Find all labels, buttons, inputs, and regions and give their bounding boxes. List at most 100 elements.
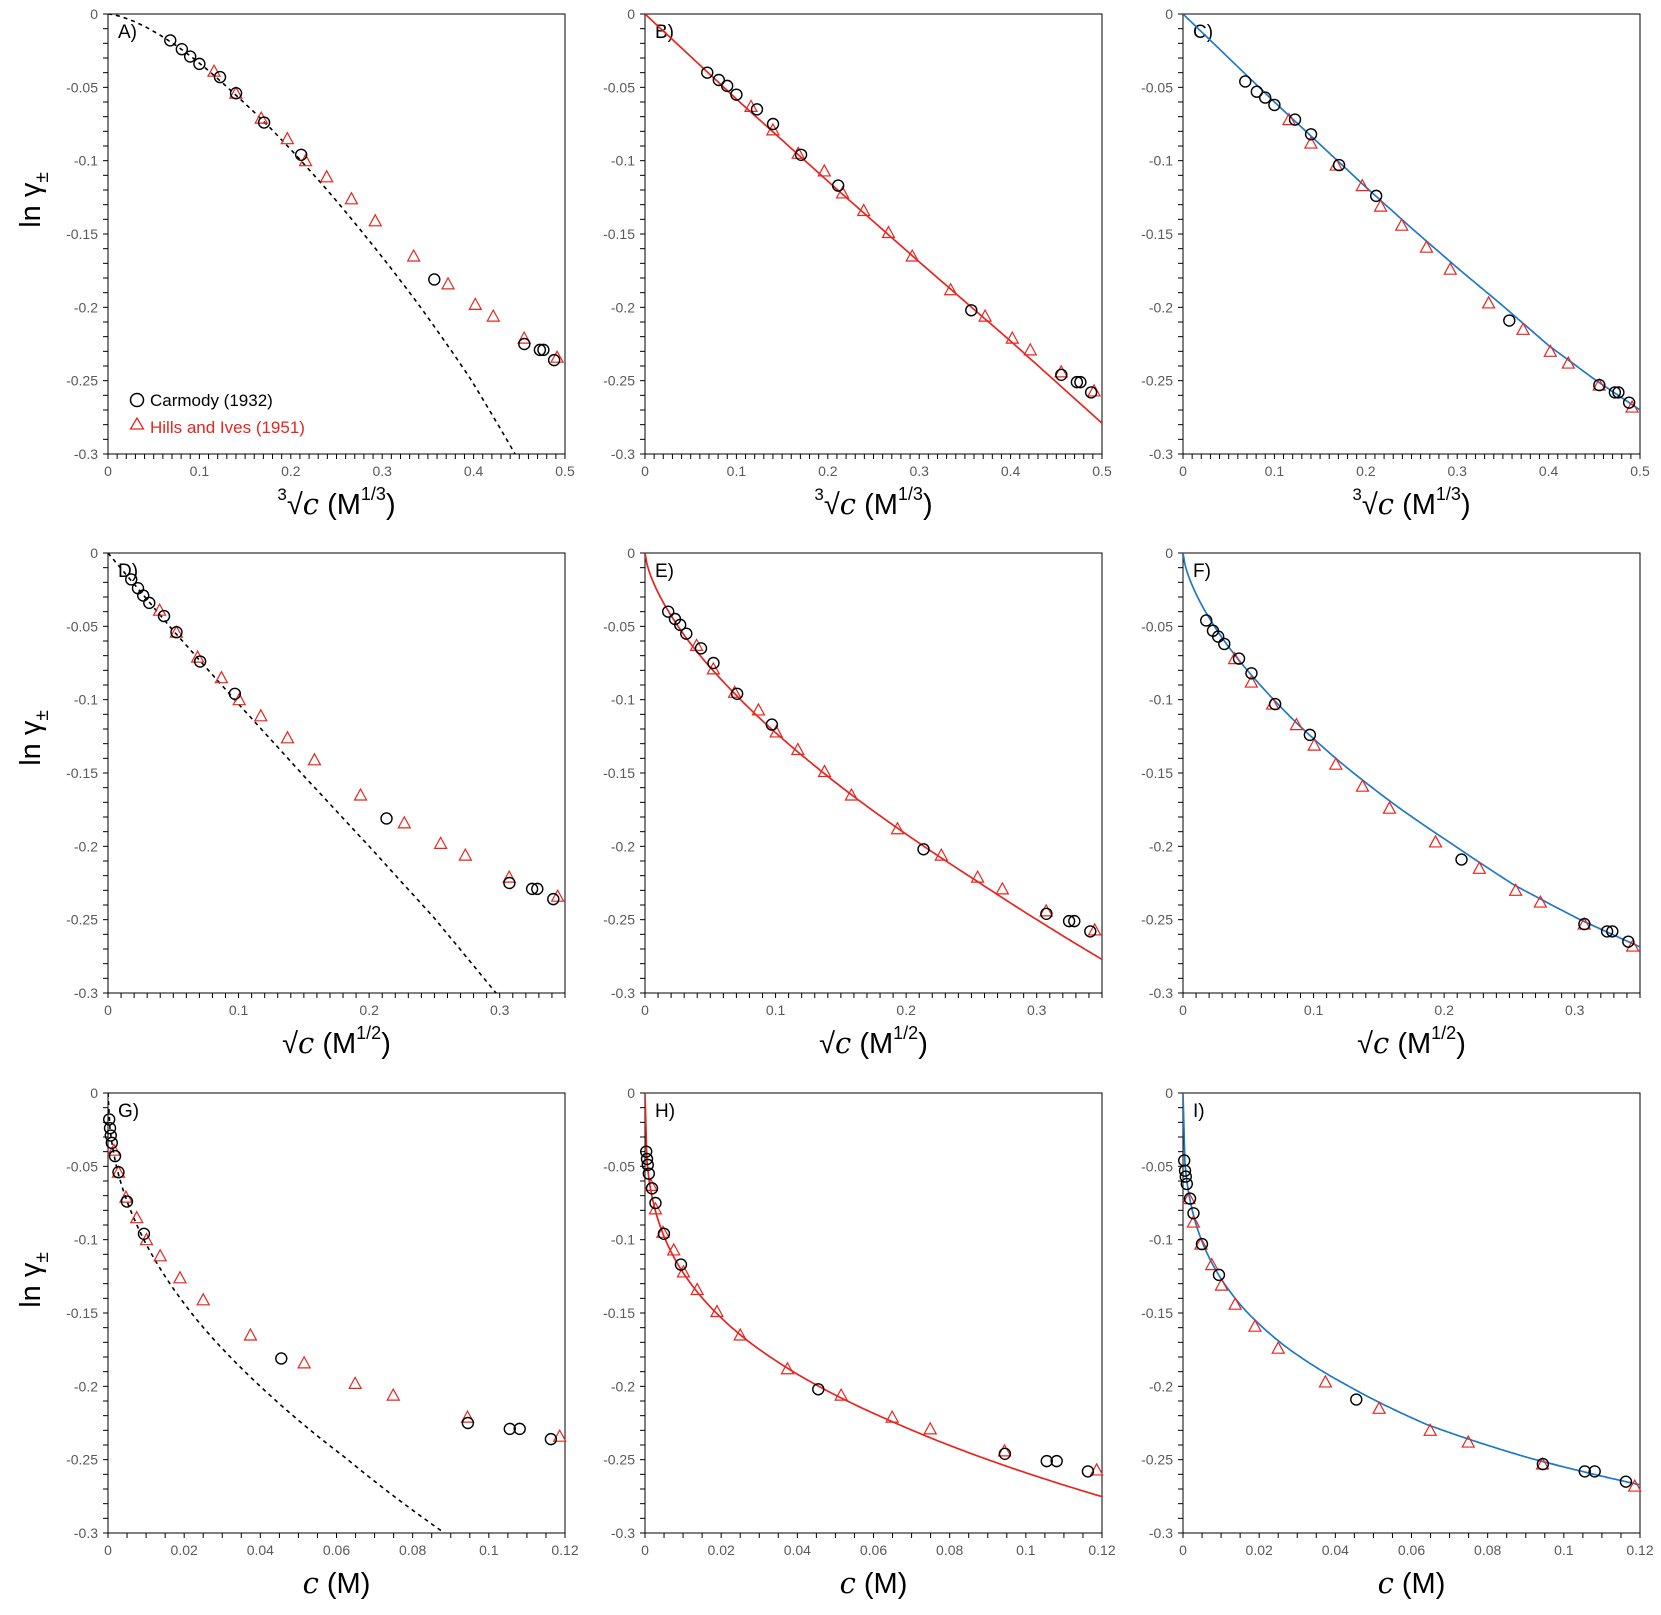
carmody-point [428, 273, 441, 286]
x-tick-label: 0.3 [1447, 463, 1467, 479]
x-axis-label: 3√c (M1/3) [1352, 484, 1470, 521]
y-tick-label: -0.25 [603, 1452, 635, 1468]
carmody-point [1593, 378, 1606, 392]
hills-ives-point [550, 349, 565, 363]
x-tick-label: 0.02 [1246, 1542, 1273, 1558]
x-label-unit: (M [1389, 1028, 1431, 1060]
carmody-point [175, 43, 189, 56]
hills-ives-point [153, 1248, 168, 1262]
x-tick-label: 0.12 [1088, 1542, 1115, 1558]
carmody-point [1536, 1457, 1550, 1471]
x-label-radical: √ [1357, 1028, 1373, 1060]
hills-ives-point [348, 1376, 363, 1389]
x-label-unit-close: ) [923, 489, 933, 521]
y-tick-label: -0.05 [1141, 618, 1173, 634]
y-tick-label: -0.25 [1141, 1452, 1173, 1468]
carmody-point [104, 1129, 117, 1142]
x-tick-label: 0 [641, 1542, 649, 1558]
y-tick-label: -0.3 [74, 985, 98, 1001]
x-tick-label: 0.3 [1027, 1002, 1047, 1018]
y-tick-label: -0.05 [603, 79, 635, 95]
hills-ives-point [344, 191, 359, 205]
y-tick-label: -0.15 [603, 1305, 635, 1321]
x-label-variable: c [1373, 1026, 1389, 1060]
carmody-point [1332, 158, 1346, 172]
carmody-point [1200, 614, 1213, 627]
y-tick-label: 0 [90, 1085, 98, 1101]
x-label-unit: (M [319, 489, 361, 521]
carmody-point [461, 1416, 475, 1430]
x-axis-label: c (M) [303, 1566, 371, 1600]
y-tick-label: -0.05 [1141, 1158, 1173, 1174]
fit-curve [645, 14, 1102, 424]
y-tick-label: -0.15 [603, 226, 635, 242]
x-tick-label: 0.12 [551, 1542, 578, 1558]
carmody-point [812, 1383, 825, 1396]
x-tick-label: 0.4 [1001, 463, 1021, 479]
y-tick-label: -0.2 [611, 1378, 635, 1394]
y-tick-label: -0.3 [611, 1525, 635, 1541]
fit-curve [1183, 553, 1640, 948]
hills-ives-point [297, 1355, 312, 1369]
x-tick-label: 0.2 [1434, 1002, 1454, 1018]
hills-ives-point [1271, 1340, 1286, 1354]
x-label-unit-exponent: 1/2 [893, 1023, 918, 1043]
hills-ives-point [733, 1327, 748, 1341]
hills-ives-point [970, 869, 985, 883]
carmody-point [1369, 189, 1383, 203]
y-tick-label: 0 [1165, 545, 1173, 561]
x-tick-label: 0.2 [359, 1002, 379, 1018]
carmody-point [674, 1258, 688, 1271]
y-tick-label: 0 [1165, 6, 1173, 22]
carmody-point [157, 609, 171, 623]
carmody-point [547, 892, 560, 906]
carmody-point [1250, 85, 1264, 98]
hills-ives-point [1443, 261, 1458, 275]
carmody-point [228, 687, 242, 700]
carmody-point [229, 86, 243, 100]
x-tick-label: 0.08 [1474, 1542, 1501, 1558]
x-tick-label: 0 [104, 463, 112, 479]
carmody-point [730, 88, 743, 101]
carmody-point [1212, 630, 1225, 643]
x-label-unit: (M [856, 1568, 898, 1600]
carmody-point [547, 353, 561, 367]
x-axis-label: √c (M1/2) [819, 1023, 928, 1060]
hills-ives-point [1355, 178, 1370, 192]
x-tick-label: 0 [1179, 463, 1187, 479]
carmody-point [1055, 368, 1068, 381]
y-tick-label: -0.3 [1149, 446, 1173, 462]
y-tick-label: -0.1 [74, 153, 98, 169]
x-tick-label: 0.04 [784, 1542, 811, 1558]
x-tick-label: 0.3 [909, 463, 929, 479]
hills-ives-point [1543, 344, 1558, 357]
x-label-unit: (M [1394, 489, 1436, 521]
hills-ives-point [460, 1409, 475, 1423]
y-axis-label-row-1: ln γ± [15, 172, 53, 228]
hills-ives-point [1355, 778, 1370, 792]
y-tick-label: -0.25 [66, 1452, 98, 1468]
x-label-unit: (M [851, 1028, 893, 1060]
carmody-point [1084, 386, 1098, 399]
hills-ives-point [1461, 1434, 1476, 1448]
y-tick-label: -0.15 [66, 1305, 98, 1321]
y-tick-label: -0.3 [74, 1525, 98, 1541]
carmody-point [257, 116, 271, 129]
carmody-point [143, 596, 156, 610]
x-label-radical: √ [819, 1028, 835, 1060]
x-label-unit-close: ) [386, 489, 396, 521]
y-tick-label: -0.3 [611, 446, 635, 462]
hills-ives-point [1428, 834, 1443, 848]
carmody-point [1050, 1454, 1063, 1468]
y-tick-label: -0.2 [74, 299, 98, 315]
carmody-point [1068, 914, 1081, 928]
y-tick-label: 0 [627, 1085, 635, 1101]
y-tick-label: -0.2 [1149, 838, 1173, 854]
x-tick-label: 0.4 [464, 463, 484, 479]
hills-ives-point [1247, 1318, 1262, 1332]
x-tick-label: 0.1 [766, 1002, 786, 1018]
x-tick-label: 0.2 [1356, 463, 1376, 479]
carmody-point [917, 843, 930, 856]
x-tick-label: 0.08 [936, 1542, 963, 1558]
carmody-point [125, 573, 138, 586]
